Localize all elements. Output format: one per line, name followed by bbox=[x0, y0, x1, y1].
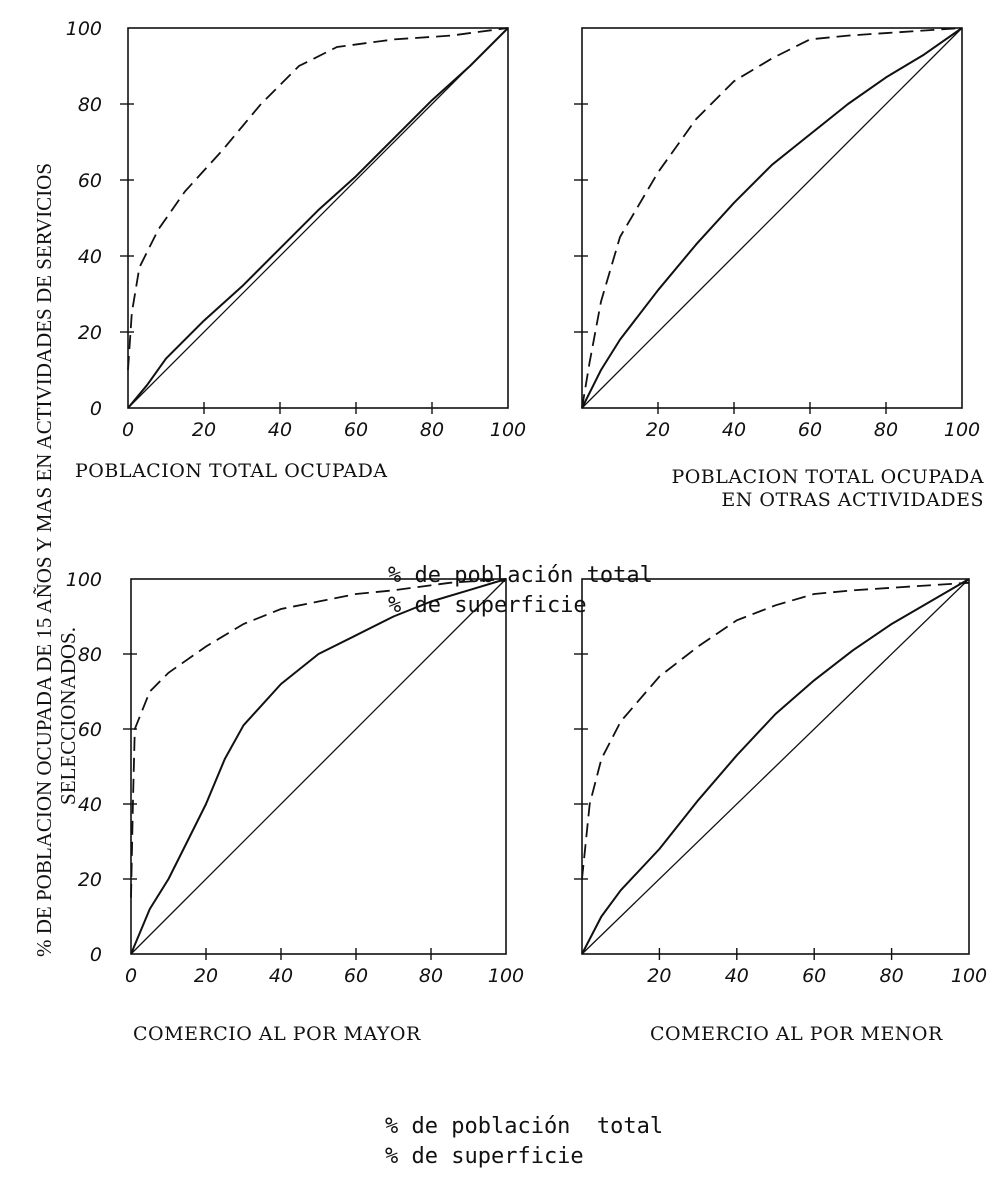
x-tick-label: 60 bbox=[344, 419, 368, 441]
series-line-dashed bbox=[581, 581, 970, 880]
x-tick-label: 20 bbox=[646, 419, 670, 441]
panel-caption: COMERCIO AL POR MENOR bbox=[650, 1023, 943, 1045]
x-tick-label: 80 bbox=[420, 419, 444, 441]
x-tick-label: 40 bbox=[725, 965, 749, 987]
y-tick-label: 40 bbox=[78, 794, 102, 816]
x-tick-label: 80 bbox=[419, 965, 443, 987]
x-note-bottom: % de población total % de superficie bbox=[385, 1114, 663, 1169]
x-note-bottom-line2: % de superficie bbox=[385, 1144, 584, 1169]
x-note-bottom-line1: % de población total bbox=[385, 1114, 663, 1139]
y-tick-label: 100 bbox=[66, 18, 102, 40]
y-tick-label: 80 bbox=[78, 644, 102, 666]
x-tick-label: 60 bbox=[802, 965, 826, 987]
x-tick-label: 60 bbox=[344, 965, 368, 987]
y-tick-label: 40 bbox=[78, 246, 102, 268]
y-tick-label: 0 bbox=[90, 398, 102, 420]
chart-panel-1: 0 20 40 60 80 100 0 20 40 60 80 100 POBLACION TOTAL … bbox=[66, 18, 526, 482]
y-axis-title: % DE POBLACION OCUPADA DE 15 AÑOS Y MAS … bbox=[32, 163, 80, 957]
y-tick-label: 100 bbox=[66, 569, 102, 591]
series-line-diagonal bbox=[130, 578, 507, 955]
x-tick-label: 100 bbox=[944, 419, 980, 441]
x-tick-label: 0 bbox=[125, 965, 137, 987]
series-line-diagonal bbox=[581, 578, 970, 955]
x-tick-label: 100 bbox=[490, 419, 526, 441]
x-tick-label: 80 bbox=[880, 965, 904, 987]
series-line-diagonal bbox=[581, 27, 963, 409]
panel-caption: COMERCIO AL POR MAYOR bbox=[133, 1023, 421, 1045]
x-tick-label: 40 bbox=[268, 419, 292, 441]
panel-caption: POBLACION TOTAL OCUPADA bbox=[75, 460, 388, 482]
panel-caption: POBLACION TOTAL OCUPADA bbox=[671, 466, 984, 488]
series-line-solid bbox=[581, 578, 970, 955]
chart-panel-3: 0 20 40 60 80 100 0 20 40 60 80 100 COMERCIO AL POR … bbox=[66, 569, 524, 1045]
y-tick-label: 60 bbox=[78, 719, 102, 741]
x-tick-label: 100 bbox=[488, 965, 524, 987]
series-line-solid bbox=[127, 27, 509, 409]
x-tick-label: 40 bbox=[722, 419, 746, 441]
y-axis-title-line2: SELECCIONADOS. bbox=[56, 627, 80, 805]
plot-frame bbox=[130, 578, 507, 955]
x-tick-label: 0 bbox=[122, 419, 134, 441]
series-line-dashed bbox=[581, 27, 963, 409]
series-line-dashed bbox=[127, 27, 509, 371]
x-tick-label: 20 bbox=[647, 965, 671, 987]
x-note-top-line1: % de población total bbox=[388, 563, 653, 588]
x-tick-label: 20 bbox=[194, 965, 218, 987]
plot-frame bbox=[127, 27, 509, 409]
y-tick-label: 80 bbox=[78, 94, 102, 116]
x-tick-label: 20 bbox=[192, 419, 216, 441]
series-line-dashed bbox=[130, 578, 507, 898]
series-line-solid bbox=[581, 27, 963, 409]
x-tick-label: 80 bbox=[874, 419, 898, 441]
series-line-solid bbox=[130, 578, 507, 955]
x-tick-label: 60 bbox=[798, 419, 822, 441]
y-tick-label: 20 bbox=[78, 869, 102, 891]
x-note-top: % de población total % de superficie bbox=[388, 563, 653, 618]
plot-frame bbox=[581, 27, 963, 409]
y-axis-title-line1: % DE POBLACION OCUPADA DE 15 AÑOS Y MAS … bbox=[32, 163, 56, 957]
panel-caption: EN OTRAS ACTIVIDADES bbox=[721, 489, 984, 511]
chart-panel-4: 20 40 60 80 100 COMERCIO AL POR MENOR bbox=[574, 578, 987, 1045]
y-tick-label: 0 bbox=[90, 944, 102, 966]
x-tick-label: 100 bbox=[951, 965, 987, 987]
series-line-diagonal bbox=[127, 27, 509, 409]
chart-panels: 0 20 40 60 80 100 0 20 40 60 80 100 POBLACION TOTAL … bbox=[66, 18, 987, 1045]
x-tick-label: 40 bbox=[269, 965, 293, 987]
y-tick-label: 60 bbox=[78, 170, 102, 192]
plot-frame bbox=[581, 578, 970, 955]
y-tick-label: 20 bbox=[78, 322, 102, 344]
